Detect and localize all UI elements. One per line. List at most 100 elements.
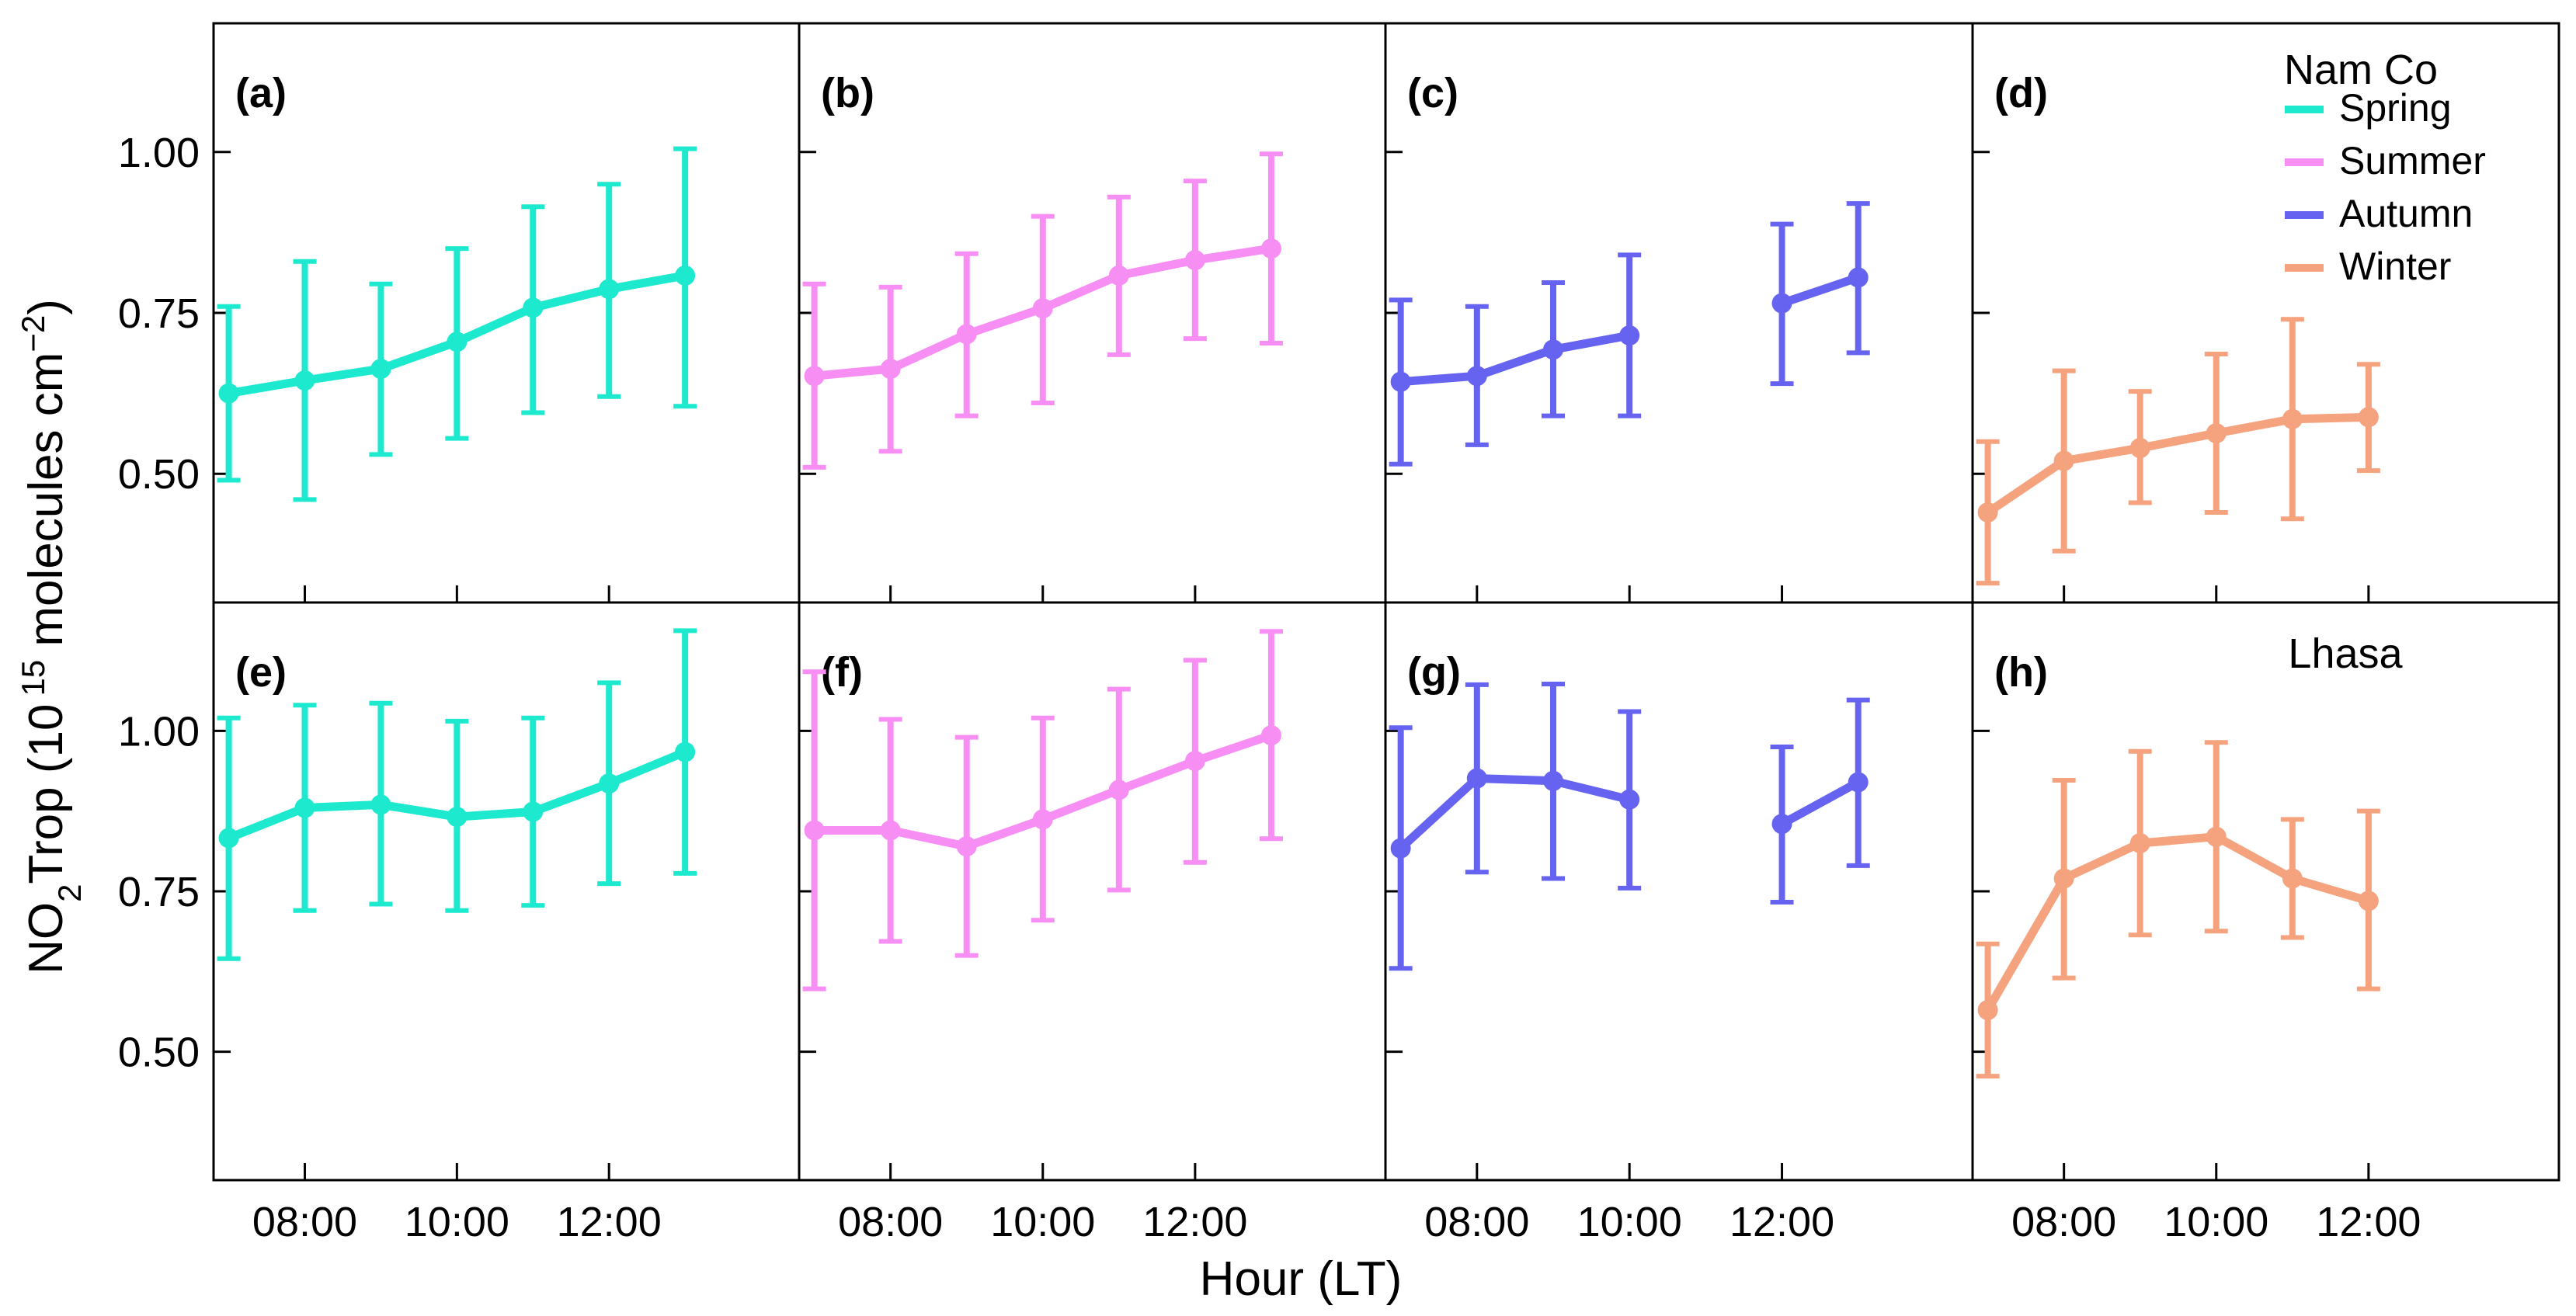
data-point bbox=[675, 265, 696, 286]
data-point bbox=[1390, 371, 1411, 392]
data-point bbox=[370, 794, 391, 815]
y-label-exp: 15 bbox=[15, 660, 51, 696]
data-point bbox=[1032, 809, 1053, 830]
data-point bbox=[1466, 366, 1487, 387]
y-label-unit-exp: −2 bbox=[15, 315, 51, 352]
panel-frame bbox=[212, 22, 801, 604]
data-point bbox=[599, 773, 620, 794]
data-point bbox=[2206, 826, 2227, 847]
legend-title: Nam Co bbox=[2284, 47, 2438, 93]
data-point bbox=[1032, 298, 1053, 319]
x-tick-label: 12:00 bbox=[1142, 1199, 1247, 1245]
panel-h: 08:00 10:00 12:00 (h) bbox=[1971, 601, 2560, 1245]
data-point bbox=[2129, 438, 2150, 459]
data-point bbox=[1543, 339, 1563, 360]
data-point bbox=[1260, 238, 1281, 259]
panels-layer: 0.50 0.75 1.00 (a) (b) (c) (d) 0.50 0.75 1.00 08:0… bbox=[118, 22, 2560, 1245]
panel-frame bbox=[1384, 601, 1974, 1182]
y-tick-label: 0.50 bbox=[118, 1030, 200, 1076]
x-tick-label: 10:00 bbox=[1577, 1199, 1682, 1245]
panel-frame bbox=[798, 22, 1387, 604]
data-point bbox=[2358, 891, 2379, 911]
data-point bbox=[2282, 408, 2303, 429]
panel-frame bbox=[212, 601, 801, 1182]
data-point bbox=[447, 807, 468, 828]
data-point bbox=[1543, 770, 1563, 791]
data-point bbox=[2053, 450, 2074, 471]
y-tick-label: 0.75 bbox=[118, 290, 200, 337]
series-line bbox=[1396, 774, 1634, 853]
panel-frame bbox=[798, 601, 1387, 1182]
panel-f: 08:00 10:00 12:00 (f) bbox=[798, 601, 1387, 1245]
legend-label: Autumn bbox=[2339, 192, 2473, 235]
data-point bbox=[1108, 265, 1129, 286]
legend-label: Summer bbox=[2339, 139, 2486, 182]
data-point bbox=[2053, 868, 2074, 889]
panel-d: (d) bbox=[1971, 22, 2560, 604]
data-point bbox=[880, 820, 901, 841]
data-point bbox=[675, 741, 696, 762]
data-point bbox=[1184, 250, 1205, 271]
series-line bbox=[1983, 412, 2373, 517]
panel-e: 0.50 0.75 1.00 08:00 10:00 12:00 (e) bbox=[118, 601, 801, 1245]
data-point bbox=[804, 366, 825, 387]
y-label-units: molecules cm bbox=[19, 352, 73, 660]
data-point bbox=[1619, 789, 1640, 810]
data-point bbox=[1466, 768, 1487, 789]
data-point bbox=[956, 836, 977, 857]
legend: Nam Co Spring Summer Autumn Winter bbox=[2284, 47, 2486, 288]
x-axis-label: Hour (LT) bbox=[1200, 1252, 1403, 1306]
y-label-sub: 2 bbox=[51, 884, 88, 902]
panel-frame bbox=[1971, 22, 2560, 604]
data-point bbox=[1771, 814, 1792, 835]
x-tick-label: 08:00 bbox=[1424, 1199, 1529, 1245]
panel-c: (c) bbox=[1384, 22, 1974, 604]
panel-label: (c) bbox=[1407, 70, 1458, 116]
x-tick-label: 12:00 bbox=[557, 1199, 662, 1245]
panel-label: (h) bbox=[1994, 649, 2048, 696]
y-axis-label: NO2Trop (10 15 molecules cm−2) bbox=[15, 299, 88, 974]
data-point bbox=[1977, 502, 1998, 523]
data-point bbox=[1848, 267, 1869, 288]
data-point bbox=[447, 332, 468, 352]
data-point bbox=[1848, 772, 1869, 793]
data-point bbox=[1771, 293, 1792, 314]
legend-entries: Spring Summer Autumn Winter bbox=[2285, 86, 2486, 288]
data-point bbox=[2129, 833, 2150, 853]
data-point bbox=[294, 370, 315, 391]
panel-label: (b) bbox=[821, 70, 874, 116]
series-line bbox=[1778, 273, 1863, 308]
data-point bbox=[1108, 780, 1129, 800]
data-point bbox=[370, 359, 391, 380]
panel-label: (f) bbox=[821, 649, 863, 696]
panel-g: 08:00 10:00 12:00 (g) bbox=[1384, 601, 1974, 1245]
site-label-lhasa: Lhasa bbox=[2288, 630, 2403, 677]
x-tick-label: 12:00 bbox=[2316, 1199, 2421, 1245]
y-tick-label: 0.50 bbox=[118, 451, 200, 498]
series-line bbox=[1778, 778, 1863, 828]
data-point bbox=[1977, 999, 1998, 1020]
data-point bbox=[880, 359, 901, 380]
panel-label: (a) bbox=[235, 70, 287, 116]
data-point bbox=[1260, 725, 1281, 746]
legend-label: Spring bbox=[2339, 86, 2452, 130]
data-point bbox=[1390, 838, 1411, 859]
data-point bbox=[1184, 751, 1205, 772]
data-point bbox=[2358, 407, 2379, 428]
y-label-close: ) bbox=[19, 299, 73, 315]
data-point bbox=[1619, 325, 1640, 346]
data-point bbox=[218, 383, 239, 404]
y-label-no: NO bbox=[19, 902, 73, 974]
panel-label: (d) bbox=[1994, 70, 2048, 116]
data-point bbox=[956, 324, 977, 345]
data-point bbox=[599, 279, 620, 300]
x-tick-label: 08:00 bbox=[252, 1199, 357, 1245]
data-point bbox=[218, 828, 239, 849]
series-line bbox=[1396, 331, 1634, 387]
x-tick-label: 08:00 bbox=[838, 1199, 943, 1245]
panel-label: (e) bbox=[235, 649, 287, 696]
panel-frame bbox=[1384, 22, 1974, 604]
panel-label: (g) bbox=[1407, 649, 1461, 696]
y-tick-label: 1.00 bbox=[118, 130, 200, 176]
